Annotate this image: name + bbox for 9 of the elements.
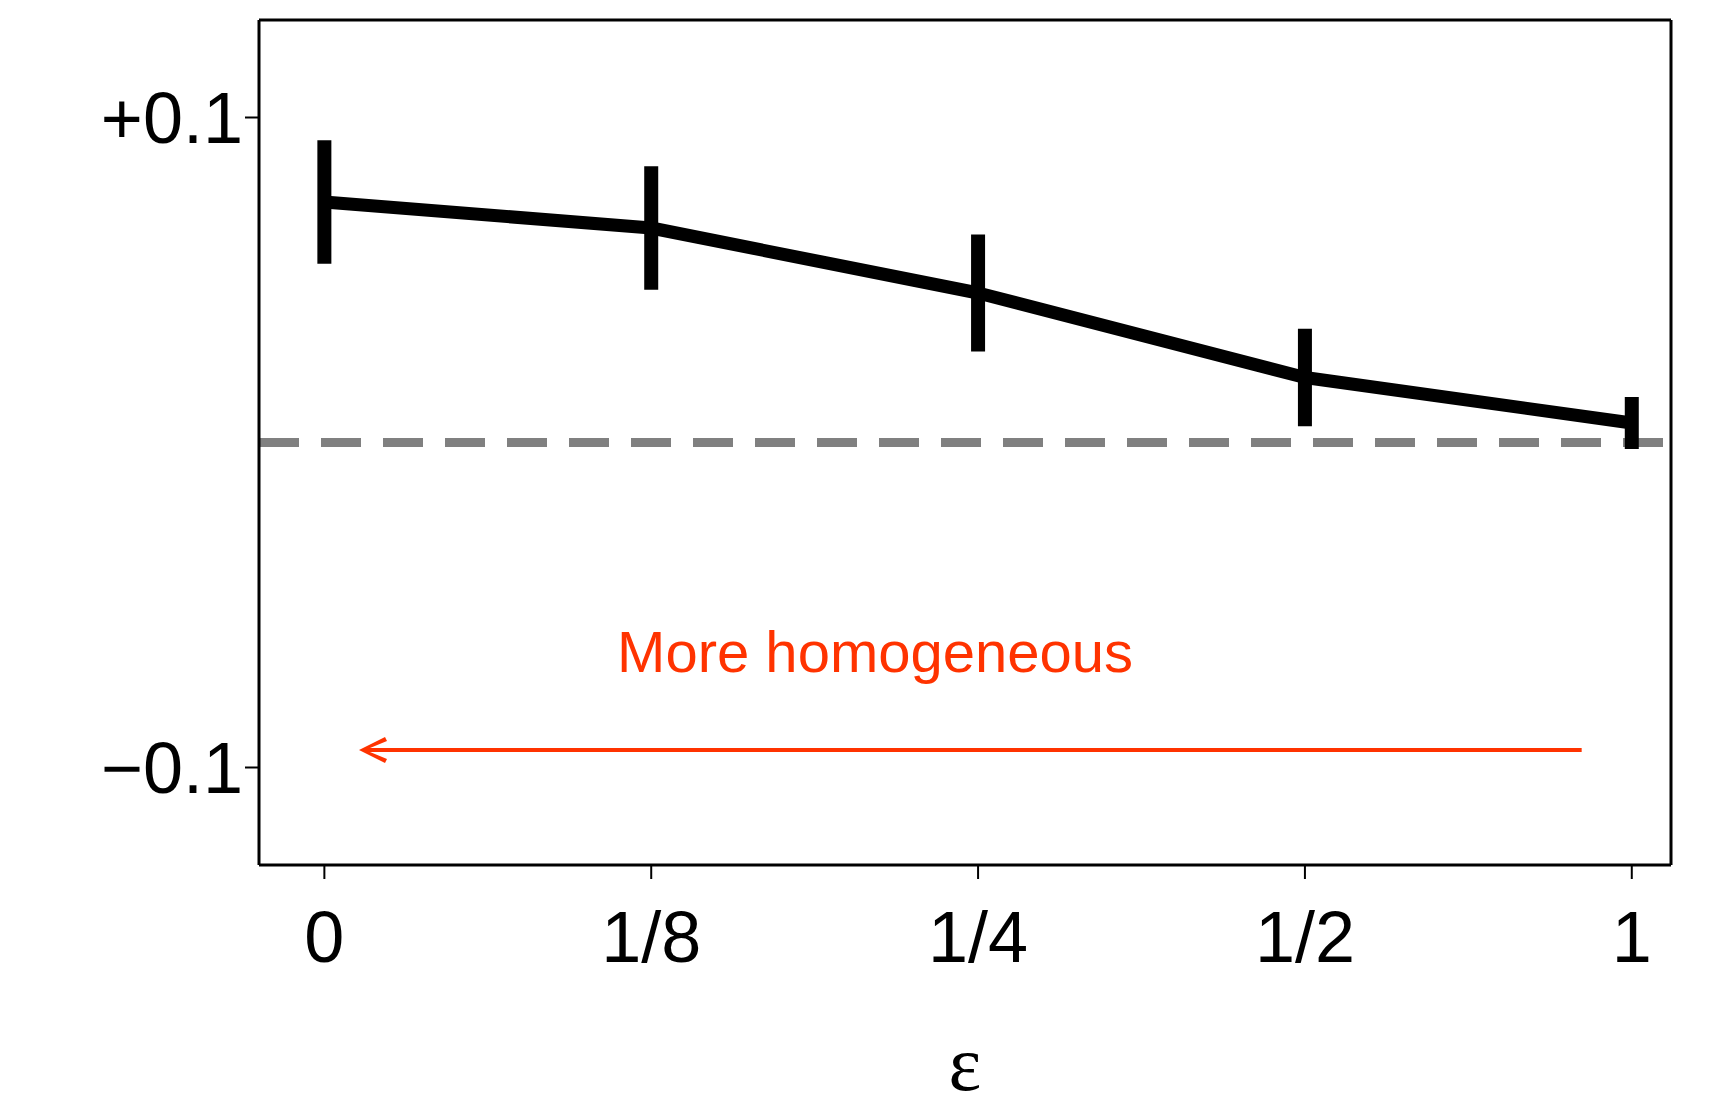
x-tick-label: 1/8 xyxy=(601,897,702,978)
x-tick-label: 0 xyxy=(304,897,345,978)
x-tick-label: 1 xyxy=(1611,897,1652,978)
x-axis-title: ε xyxy=(948,1020,982,1105)
y-tick-label: −0.1 xyxy=(100,728,243,809)
y-tick-label: +0.1 xyxy=(100,78,243,159)
x-tick-label: 1/4 xyxy=(928,897,1029,978)
x-tick-label: 1/2 xyxy=(1254,897,1355,978)
annotation: More homogeneous xyxy=(617,617,1134,685)
